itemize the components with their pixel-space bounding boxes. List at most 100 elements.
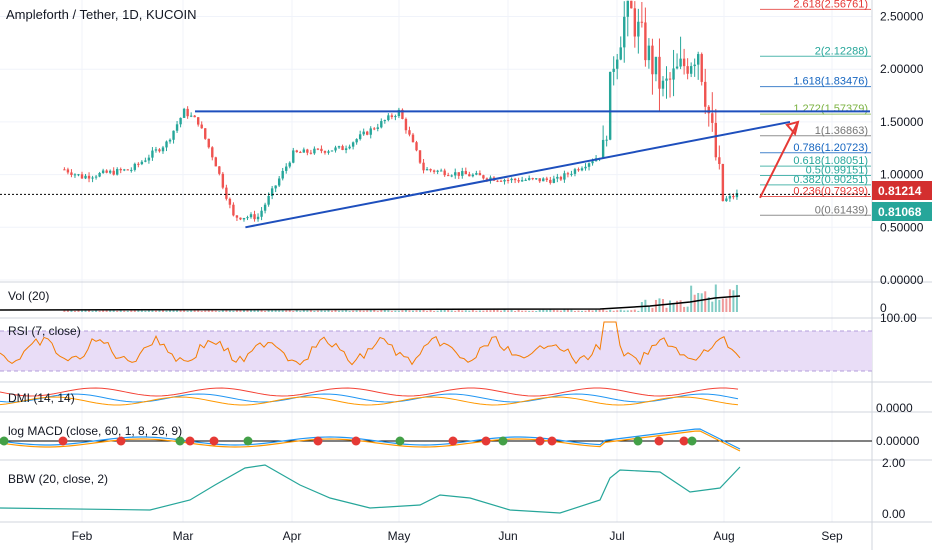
- volume-bar: [461, 310, 464, 312]
- macd-cross-marker: [498, 436, 508, 446]
- fib-level-label: 2(2.12288): [815, 45, 868, 57]
- fib-levels: 2.618(2.56761) 2(2.12288) 1.618(1.83476) 1.…: [760, 0, 871, 216]
- candle-body: [137, 163, 140, 165]
- volume-bar: [503, 309, 506, 312]
- volume-bar: [633, 309, 636, 312]
- volume-bar: [500, 310, 503, 312]
- price-axis[interactable]: 2.50000 2.00000 1.50000 1.00000 0.50000 0.000…: [880, 10, 924, 287]
- volume-bar: [362, 310, 365, 312]
- candle-body: [302, 149, 306, 153]
- candle-body: [704, 81, 707, 107]
- candle-body: [70, 172, 73, 175]
- candle-body: [186, 108, 189, 117]
- bbw-pane[interactable]: 2.00 0.00: [0, 456, 906, 521]
- candle-body: [101, 170, 105, 174]
- candle-body: [316, 148, 320, 150]
- volume-bar: [172, 309, 175, 312]
- candle-body: [647, 45, 651, 61]
- candle-body: [711, 113, 714, 123]
- candle-body: [292, 150, 295, 163]
- candle-body: [549, 179, 552, 183]
- volume-bar: [116, 310, 119, 312]
- candle-body: [535, 178, 538, 180]
- candle-body: [700, 54, 703, 82]
- candle-body: [285, 166, 288, 171]
- volume-bar: [274, 310, 277, 312]
- arrow-head: [785, 120, 800, 137]
- macd-pane[interactable]: 0.00000: [0, 428, 920, 452]
- volume-bar: [538, 309, 541, 312]
- volume-bar: [390, 310, 393, 312]
- candle-body: [355, 139, 358, 143]
- volume-bar: [440, 309, 443, 312]
- candle-body: [570, 173, 573, 175]
- candle-body: [306, 149, 309, 153]
- adx-line: [0, 387, 739, 397]
- candle-body: [640, 21, 644, 23]
- candle-body: [108, 170, 112, 173]
- candle-body: [432, 170, 436, 172]
- volume-bar: [718, 299, 721, 312]
- macd-cross-marker: [395, 436, 405, 446]
- candle-body: [566, 173, 570, 175]
- volume-bar: [700, 293, 703, 312]
- volume-bar: [246, 309, 249, 312]
- bid-price-text: 0.81068: [878, 205, 922, 219]
- volume-bar: [154, 310, 157, 312]
- volume-bar: [478, 310, 481, 312]
- macd-cross-marker: [116, 436, 126, 446]
- volume-bar: [98, 310, 101, 312]
- rsi-pane[interactable]: 100.00: [0, 311, 917, 372]
- volume-bar: [616, 310, 619, 312]
- volume-bar: [105, 310, 108, 312]
- macd-cross-marker: [633, 436, 643, 446]
- dmi-pane[interactable]: 0.0000: [0, 387, 913, 415]
- candle-body: [612, 68, 615, 72]
- candle-body: [623, 16, 626, 48]
- candle-body: [196, 117, 200, 125]
- time-axis[interactable]: Feb Mar Apr May Jun Jul Aug Sep: [72, 529, 843, 543]
- time-tick-label: Jun: [498, 529, 517, 543]
- candle-body: [327, 151, 330, 153]
- candle-body: [228, 198, 232, 205]
- candle-body: [696, 54, 700, 65]
- volume-bar: [683, 306, 686, 312]
- target-arrow[interactable]: [759, 120, 800, 199]
- rsi-tick-label: 100.00: [880, 311, 917, 325]
- macd-cross-marker: [687, 436, 697, 446]
- candle-body: [366, 131, 369, 135]
- candle-body: [591, 161, 594, 164]
- volume-bar: [661, 299, 664, 312]
- price-pane[interactable]: 2.618(2.56761) 2(2.12288) 1.618(1.83476) 1.…: [0, 0, 872, 229]
- volume-bar: [176, 310, 179, 312]
- volume-bar: [218, 310, 221, 312]
- volume-bar: [242, 309, 245, 312]
- volume-bar: [665, 307, 668, 312]
- grid: [0, 0, 872, 522]
- volume-bar: [489, 310, 492, 312]
- volume-bar: [383, 309, 386, 312]
- candle-body: [679, 58, 682, 67]
- macd-cross-marker: [243, 436, 253, 446]
- volume-bar: [165, 310, 168, 312]
- candle-body: [584, 166, 587, 169]
- rsi-label: RSI (7, close): [8, 324, 81, 338]
- volume-pane[interactable]: 0: [0, 284, 887, 315]
- candle-body: [573, 169, 577, 174]
- volume-bar: [387, 310, 390, 312]
- volume-bar: [443, 309, 446, 312]
- volume-bar: [281, 310, 284, 312]
- volume-bar: [394, 310, 397, 312]
- volume-bar: [130, 310, 133, 312]
- candle-body: [725, 198, 728, 202]
- candle-body: [387, 115, 390, 121]
- volume-bar: [288, 309, 291, 312]
- ascending-trendline[interactable]: [245, 120, 791, 229]
- volume-bar: [735, 284, 738, 312]
- volume-bar: [77, 309, 80, 312]
- volume-bar: [338, 310, 341, 312]
- candle-body: [239, 217, 242, 220]
